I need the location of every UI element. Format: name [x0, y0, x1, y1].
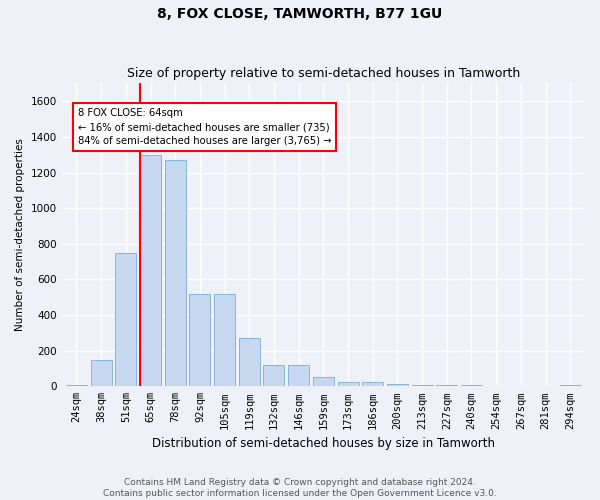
Bar — [288, 365, 309, 386]
X-axis label: Distribution of semi-detached houses by size in Tamworth: Distribution of semi-detached houses by … — [152, 437, 495, 450]
Y-axis label: Number of semi-detached properties: Number of semi-detached properties — [15, 138, 25, 332]
Bar — [165, 160, 186, 386]
Bar — [387, 384, 408, 386]
Bar — [263, 365, 284, 386]
Bar — [412, 384, 433, 386]
Title: Size of property relative to semi-detached houses in Tamworth: Size of property relative to semi-detach… — [127, 66, 520, 80]
Bar — [115, 252, 136, 386]
Bar — [140, 154, 161, 386]
Bar — [214, 294, 235, 386]
Bar — [362, 382, 383, 386]
Bar — [313, 378, 334, 386]
Text: 8 FOX CLOSE: 64sqm
← 16% of semi-detached houses are smaller (735)
84% of semi-d: 8 FOX CLOSE: 64sqm ← 16% of semi-detache… — [78, 108, 331, 146]
Bar — [338, 382, 359, 386]
Bar — [91, 360, 112, 386]
Bar — [239, 338, 260, 386]
Bar — [560, 384, 581, 386]
Text: Contains HM Land Registry data © Crown copyright and database right 2024.
Contai: Contains HM Land Registry data © Crown c… — [103, 478, 497, 498]
Bar — [66, 384, 87, 386]
Text: 8, FOX CLOSE, TAMWORTH, B77 1GU: 8, FOX CLOSE, TAMWORTH, B77 1GU — [157, 8, 443, 22]
Bar — [190, 294, 211, 386]
